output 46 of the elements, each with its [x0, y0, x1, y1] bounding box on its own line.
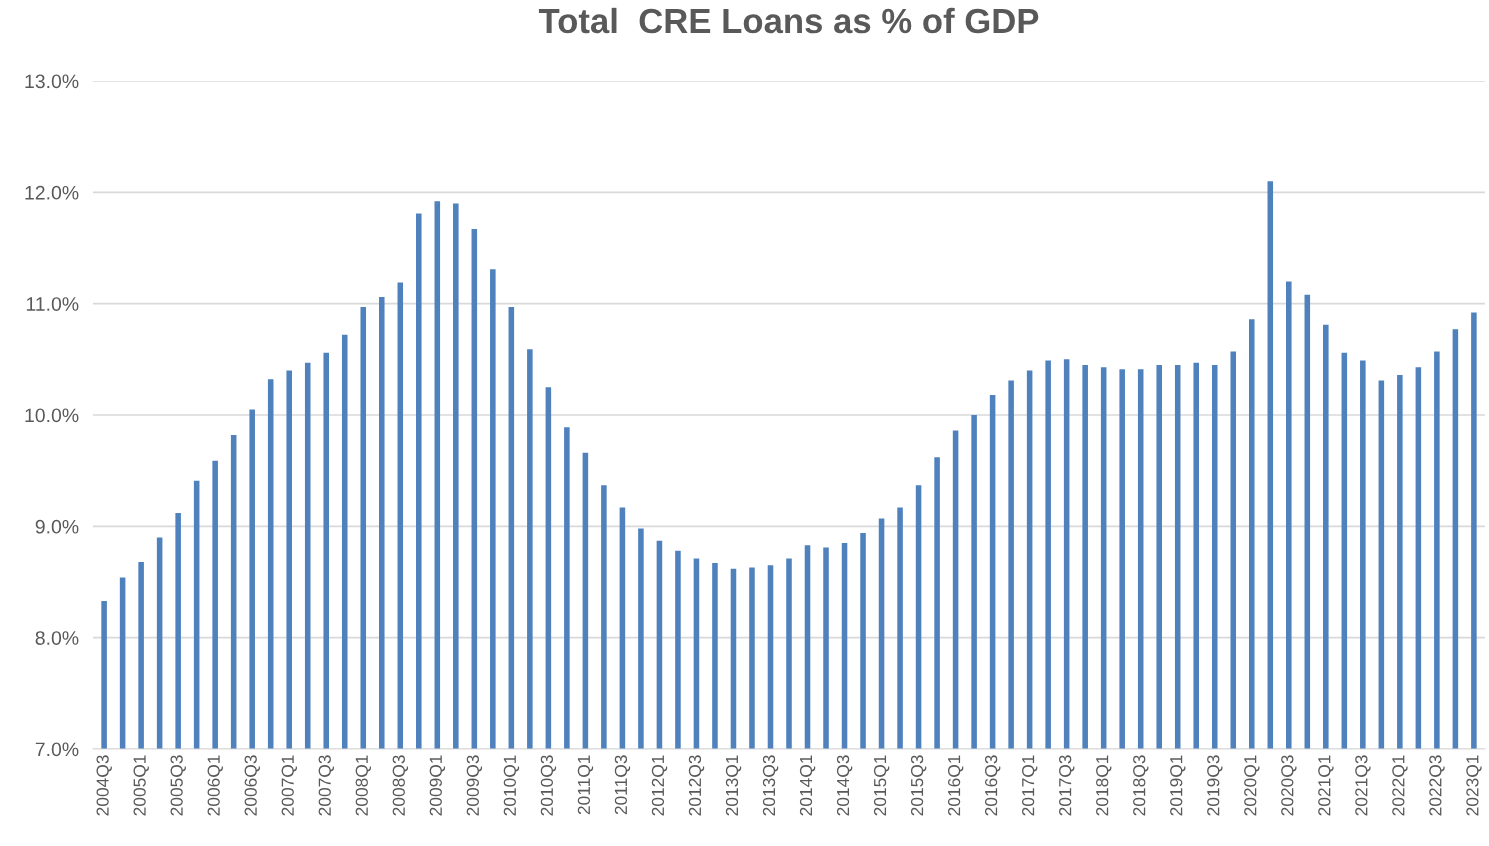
- y-tick-label: 11.0%: [26, 297, 79, 311]
- x-tick-label: 2011Q1: [577, 755, 594, 815]
- x-tick-label: 2010Q3: [540, 755, 557, 816]
- x-tick-label: 2020Q1: [1244, 755, 1260, 816]
- x-tick-label: 2016Q1: [947, 755, 964, 816]
- x-tick-label: 2019Q1: [1170, 755, 1186, 816]
- x-tick-label: 2011Q3: [614, 755, 631, 815]
- x-tick-label: 2012Q1: [651, 755, 668, 816]
- x-tick-label: 2006Q1: [207, 755, 223, 816]
- x-tick-label: 2022Q1: [1392, 755, 1408, 816]
- x-tick-label: 2005Q3: [170, 755, 186, 816]
- y-tick-label: 7.0%: [35, 742, 79, 757]
- x-tick-label: 2019Q3: [1207, 755, 1223, 816]
- x-tick-label: 2018Q3: [1133, 755, 1149, 816]
- x-tick-label: 2021Q1: [1318, 755, 1334, 816]
- x-tick-label: 2013Q3: [762, 755, 779, 816]
- chart-title: Total CRE Loans as % of GDP: [538, 7, 1039, 34]
- x-tick-label: 2009Q1: [429, 755, 446, 816]
- x-tick-label: 2020Q3: [1281, 755, 1297, 816]
- x-tick-label: 2015Q3: [910, 755, 927, 816]
- x-tick-label: 2008Q3: [392, 755, 409, 816]
- x-tick-label: 2010Q1: [503, 755, 520, 816]
- x-tick-label: 2007Q1: [281, 755, 297, 816]
- x-tick-label: 2017Q3: [1059, 755, 1075, 816]
- x-tick-label: 2006Q3: [244, 755, 260, 816]
- x-tick-label: 2014Q1: [799, 755, 816, 816]
- x-tick-label: 2009Q3: [466, 755, 483, 816]
- x-tick-label: 2016Q3: [984, 755, 1001, 816]
- x-tick-label: 2022Q3: [1429, 755, 1445, 816]
- x-tick-label: 2005Q1: [133, 755, 149, 816]
- y-tick-label: 12.0%: [25, 185, 79, 200]
- x-tick-label: 2008Q1: [355, 755, 372, 816]
- x-tick-label: 2015Q1: [873, 755, 890, 816]
- x-tick-label: 2007Q3: [318, 755, 334, 816]
- y-tick-label: 10.0%: [25, 408, 79, 423]
- y-tick-label: 8.0%: [35, 631, 79, 645]
- x-tick-label: 2021Q3: [1355, 755, 1371, 816]
- x-tick-label: 2023Q1: [1466, 755, 1482, 816]
- x-tick-label: 2017Q1: [1022, 755, 1038, 816]
- x-tick-label: 2013Q1: [725, 755, 742, 816]
- y-tick-label: 13.0%: [25, 74, 79, 89]
- x-tick-label: 2004Q3: [96, 755, 112, 816]
- y-tick-label: 9.0%: [35, 519, 79, 534]
- x-tick-label: 2014Q3: [836, 755, 853, 816]
- x-tick-label: 2018Q1: [1096, 755, 1112, 816]
- x-tick-label: 2012Q3: [688, 755, 705, 816]
